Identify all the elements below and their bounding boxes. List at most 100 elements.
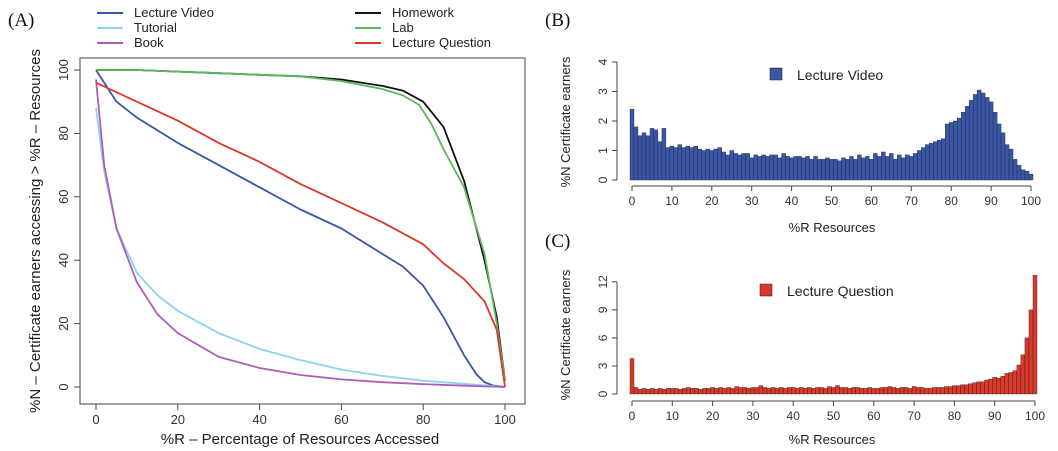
panel-b-x-tick-label: 30 [745, 194, 759, 208]
panel-b-bar [984, 97, 990, 181]
panel-c-bar [1028, 309, 1034, 395]
panel-c-bar [871, 388, 876, 395]
panel-c-bar [887, 386, 893, 395]
panel-b-bar [972, 94, 978, 181]
panel-b-bar [921, 147, 926, 181]
panel-c-bar [1012, 370, 1018, 395]
panel-b-bar [833, 159, 838, 181]
panel-c-bar [750, 387, 756, 395]
panel-a-y-tick-label: 20 [56, 316, 71, 330]
panel-c-bar [915, 387, 921, 395]
panel-c-bar [653, 389, 659, 395]
panel-c-axes: 0 3 6 9 12 0 10 20 30 40 50 60 70 80 90 100 [596, 275, 1045, 423]
panel-c-bar [791, 387, 796, 395]
panel-c-x-tick-label: 80 [948, 409, 962, 423]
panel-b-bar [841, 157, 846, 181]
panel-b-y-tick-label: 1 [596, 147, 610, 154]
panel-a-x-tick-label: 20 [171, 412, 185, 427]
panel-c-bar [702, 388, 707, 395]
panel-b-bar [857, 154, 862, 181]
legend-label-tutorial: Tutorial [134, 20, 177, 35]
panel-b-bar [697, 148, 703, 181]
panel-c-bar [682, 388, 687, 395]
panel-a-x-tick-label: 0 [92, 412, 99, 427]
panel-b-x-tick-label: 100 [1021, 194, 1041, 208]
panel-c-x-tick-label: 100 [1025, 409, 1045, 423]
panel-b-bar [657, 141, 663, 181]
panel-c-bar [984, 379, 989, 395]
panel-c-y-tick-label: 9 [596, 306, 610, 313]
panel-b-bar [881, 151, 886, 181]
panel-c-bar [968, 383, 973, 395]
panel-c-bar [903, 387, 909, 395]
panel-c-x-tick-label: 90 [988, 409, 1002, 423]
panel-c-bar [1000, 376, 1005, 395]
panel-b-bar [761, 154, 766, 181]
panel-c-bar [666, 388, 671, 395]
panel-a-y-tick-label: 40 [56, 253, 71, 267]
panel-b-bar [805, 156, 810, 181]
panel-b-y-tick-label: 0 [596, 176, 610, 183]
panel-a-axes: 0 20 40 60 80 100 0 20 40 60 80 100 [56, 59, 516, 427]
panel-c-bar [738, 387, 743, 395]
panel-b-bar [988, 101, 994, 181]
panel-b-bar [837, 160, 842, 181]
panel-c-bar [758, 385, 764, 395]
panel-b-bar [885, 156, 890, 181]
panel-b-bar [865, 156, 870, 181]
panel-c-bar [964, 384, 969, 395]
legend-label-book: Book [134, 35, 164, 50]
panel-c-bar [855, 387, 860, 395]
panel-b-bar [877, 156, 882, 181]
panel-c-bar [823, 388, 828, 395]
panel-c-bar [730, 388, 735, 395]
panel-b-bar [873, 153, 878, 181]
panel-c-bar [936, 387, 941, 395]
panel-c-bar [795, 388, 800, 395]
panel-c-bar [690, 388, 695, 395]
panel-b-bar [1004, 144, 1010, 181]
panel-c-bar [944, 386, 949, 395]
panel-b-bar [1008, 148, 1014, 181]
panel-c-bar [879, 387, 885, 395]
panel-c-bar [899, 387, 905, 395]
panel-b-bar [809, 159, 814, 181]
panel-c-x-tick-label: 50 [827, 409, 841, 423]
panel-b-bar [869, 159, 874, 181]
panel-c-bar [662, 389, 667, 395]
panel-b-bar [917, 150, 922, 181]
panel-b-bar [713, 148, 718, 181]
panel-b-bar [801, 157, 806, 181]
panel-c-bar [928, 388, 933, 395]
panel-b-bar [797, 156, 802, 181]
panel-c-bar [722, 388, 727, 395]
panel-b-bar [645, 135, 651, 181]
panel-c-legend-swatch [759, 283, 773, 297]
panel-b-bar [641, 132, 647, 181]
panel-c-bar [952, 385, 957, 395]
panel-b-y-tick-label: 3 [596, 88, 610, 95]
panel-c-bars [629, 275, 1038, 395]
panel-b-x-tick-label: 70 [905, 194, 919, 208]
panel-b-bar [861, 157, 866, 181]
panel-b-bar [673, 147, 679, 181]
panel-b-x-tick-label: 80 [945, 194, 959, 208]
panel-a-y-tick-label: 80 [56, 126, 71, 140]
panel-b-bar [749, 157, 754, 181]
panel-c-bar [774, 388, 780, 395]
panel-c-bar [996, 377, 1001, 395]
legend-label-lecture-video: Lecture Video [134, 5, 214, 20]
panel-c-bar [694, 388, 699, 395]
panel-c-bar [811, 388, 816, 395]
panel-c-bar [883, 387, 889, 395]
panel-c-bar [980, 381, 985, 395]
panel-c-bar [827, 386, 832, 395]
panel-b-bar [1000, 132, 1006, 181]
panel-c-bar [1020, 354, 1026, 395]
panel-c-bar [718, 387, 723, 395]
panel-b-bar [889, 153, 894, 181]
panel-b-bar [925, 144, 930, 181]
legend-label-lab: Lab [392, 20, 414, 35]
panel-b-y-tick-label: 4 [596, 58, 610, 65]
